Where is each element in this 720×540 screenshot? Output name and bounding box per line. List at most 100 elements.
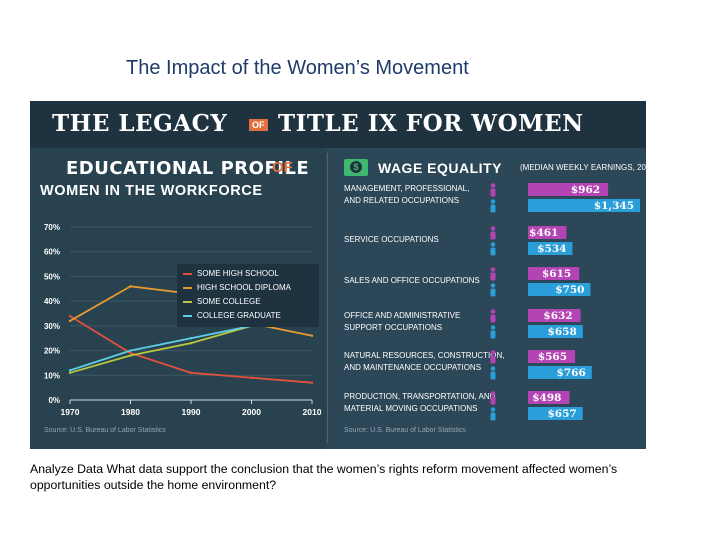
person-icon (490, 247, 496, 256)
legend-item: HIGH SCHOOL DIPLOMA (183, 283, 291, 292)
wage-bar (528, 309, 581, 322)
wage-bar-label: $658 (548, 326, 577, 338)
person-icon (490, 188, 496, 197)
data-point (68, 314, 72, 318)
education-title-of: OF (272, 159, 293, 176)
occupation-label: SERVICE OCCUPATIONS (344, 235, 439, 244)
wage-bar (528, 283, 591, 296)
banner: THE LEGACY OF TITLE IX FOR WOMEN (30, 101, 646, 148)
person-icon (490, 396, 496, 405)
person-icon (490, 330, 496, 339)
x-tick-label: 2010 (303, 407, 322, 417)
occupation-label: NATURAL RESOURCES, CONSTRUCTION, AND MAIN… (344, 351, 505, 372)
wage-bar-label: $615 (542, 268, 571, 280)
person-icon (490, 309, 496, 314)
wage-bar-label: $657 (547, 408, 576, 420)
banner-title-right: TITLE IX FOR WOMEN (278, 110, 584, 137)
wage-bar (528, 242, 573, 255)
legend-item: SOME COLLEGE (183, 297, 261, 306)
y-tick-label: 40% (44, 297, 60, 306)
chart-legend: SOME HIGH SCHOOL HIGH SCHOOL DIPLOMA SOM… (177, 264, 319, 327)
x-tick-label: 2000 (242, 407, 261, 417)
data-point (250, 376, 253, 379)
person-icon (490, 355, 496, 364)
wage-bar-label: $461 (529, 227, 558, 239)
wage-bar-label: $632 (543, 310, 572, 322)
person-icon (490, 366, 496, 371)
data-point (129, 351, 132, 355)
person-icon (490, 204, 496, 213)
person-icon (490, 391, 496, 396)
x-tick-label: 1970 (61, 407, 80, 417)
legend-item: COLLEGE GRADUATE (183, 311, 281, 320)
person-icon (490, 242, 496, 247)
series-line (69, 324, 312, 374)
wage-source: Source: U.S. Bureau of Labor Statistics (344, 427, 466, 434)
wage-bar (528, 267, 580, 280)
person-icon (490, 350, 496, 355)
person-icon (490, 371, 496, 380)
data-point (310, 381, 314, 384)
x-tick-label: 1980 (121, 407, 140, 417)
wage-subtitle: (MEDIAN WEEKLY EARNINGS, 2013) (520, 163, 646, 172)
wage-bar-label: $766 (557, 367, 586, 379)
y-tick-label: 60% (44, 248, 60, 257)
legend-label: HIGH SCHOOL DIPLOMA (197, 283, 291, 292)
y-tick-label: 30% (44, 322, 60, 331)
person-icon (490, 314, 496, 323)
wage-panel: $ WAGE EQUALITY (MEDIAN WEEKLY EARNINGS,… (332, 148, 646, 449)
wage-bar (528, 325, 583, 338)
data-point (68, 371, 72, 375)
y-tick-label: 70% (44, 223, 60, 232)
person-icon (490, 407, 496, 412)
education-title: EDUCATIONAL PROFILE (66, 158, 310, 179)
y-tick-label: 10% (44, 371, 60, 380)
x-tick-label: 1990 (182, 407, 201, 417)
wage-bar-label: $1,345 (594, 200, 634, 212)
chart-source: Source: U.S. Bureau of Labor Statistics (44, 427, 166, 434)
data-point (129, 354, 132, 357)
occupation-label: SALES AND OFFICE OCCUPATIONS (344, 276, 480, 285)
wage-bar (528, 350, 576, 363)
banner-of: OF (249, 119, 268, 131)
dollar-symbol: $ (350, 161, 362, 173)
data-point (68, 319, 72, 323)
education-panel: EDUCATIONAL PROFILE OF WOMEN IN THE WORK… (30, 148, 326, 449)
legend-label: SOME COLLEGE (197, 297, 261, 306)
person-icon (490, 226, 496, 231)
person-icon (490, 412, 496, 421)
data-point (189, 337, 193, 340)
person-icon (490, 183, 496, 188)
person-icon (490, 325, 496, 330)
wage-bar-chart: $962 $1,345 $461 $534 $615 $750 $632 $658 $565 $7… (490, 183, 640, 421)
person-icon (490, 199, 496, 204)
wage-bar-label: $534 (537, 243, 566, 255)
legend-swatch (183, 300, 192, 303)
education-subtitle: WOMEN IN THE WORKFORCE (40, 183, 263, 199)
wage-bar (528, 407, 583, 420)
person-icon (490, 288, 496, 297)
wage-bar (528, 366, 592, 379)
legend-item: SOME HIGH SCHOOL (183, 269, 279, 278)
legend-swatch (183, 272, 192, 275)
question-text: Analyze Data What data support the concl… (30, 462, 618, 492)
person-icon (490, 272, 496, 281)
wage-bar-label: $750 (555, 284, 584, 296)
legend-swatch (183, 286, 192, 289)
panel-divider (327, 153, 328, 443)
person-icon (490, 267, 496, 272)
banner-title-left: THE LEGACY (52, 110, 228, 137)
legend-label: SOME HIGH SCHOOL (197, 269, 279, 278)
wage-bar (528, 391, 570, 404)
data-point (310, 334, 314, 337)
wage-title: WAGE EQUALITY (378, 160, 502, 176)
wage-bar-label: $498 (532, 392, 561, 404)
y-tick-label: 0% (48, 396, 60, 405)
y-tick-label: 20% (44, 347, 60, 356)
data-point (129, 285, 132, 288)
dollar-icon: $ (344, 159, 368, 176)
person-icon (490, 231, 496, 240)
slide-title: The Impact of the Women’s Movement (126, 57, 469, 79)
wage-bar (528, 183, 609, 196)
occupation-label: PRODUCTION, TRANSPORTATION, AND MATERIAL … (344, 392, 496, 413)
